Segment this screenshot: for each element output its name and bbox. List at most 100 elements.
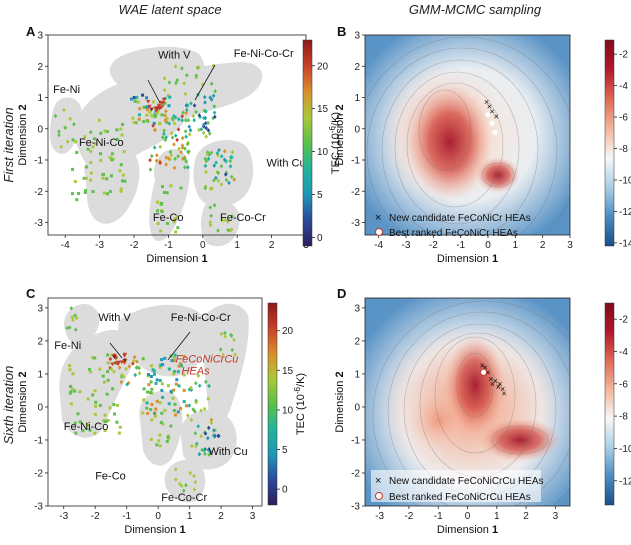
- data-point: [158, 444, 162, 448]
- legend-best-label: Best ranked FeCoNiCr HEAs: [389, 228, 518, 239]
- colorbar-tick-label: -4: [619, 81, 628, 92]
- data-point: [156, 222, 160, 226]
- data-point: [182, 156, 187, 162]
- data-point: [208, 186, 213, 191]
- legend-candidate-label: New candidate FeCoNiCr HEAs: [389, 213, 531, 224]
- data-point: [204, 169, 208, 175]
- data-point: [120, 179, 124, 183]
- candidate-marker: ×: [496, 382, 501, 392]
- data-point: [137, 365, 141, 371]
- data-point: [132, 96, 136, 100]
- data-point: [186, 165, 190, 170]
- y-tick-label: 2: [37, 62, 43, 73]
- data-point: [82, 176, 86, 180]
- data-point: [193, 431, 198, 436]
- data-point: [151, 123, 155, 128]
- data-point: [180, 145, 185, 150]
- data-point: [182, 354, 186, 358]
- data-point: [169, 424, 173, 428]
- y-tick-label: 3: [354, 303, 360, 314]
- data-point: [173, 217, 177, 221]
- colorbar-tick-label: 0: [317, 233, 323, 244]
- data-point: [156, 200, 160, 204]
- data-point: [156, 209, 160, 213]
- data-point: [65, 325, 69, 331]
- data-point: [209, 420, 214, 426]
- data-point: [67, 325, 72, 330]
- leader-line: [147, 79, 161, 104]
- data-point: [145, 401, 149, 405]
- data-point: [193, 479, 198, 485]
- candidate-marker: ×: [485, 367, 490, 377]
- y-tick-label: 3: [354, 31, 360, 42]
- data-point: [160, 382, 164, 386]
- data-point: [155, 378, 159, 382]
- data-point: [217, 147, 221, 153]
- candidate-marker: ×: [500, 384, 505, 394]
- data-point: [86, 147, 90, 151]
- data-point: [192, 103, 197, 108]
- data-point: [88, 428, 92, 432]
- data-point: [105, 177, 109, 181]
- data-point: [179, 362, 183, 366]
- data-point: [154, 407, 158, 411]
- data-point: [115, 420, 119, 424]
- data-point: [115, 137, 119, 141]
- data-point: [219, 331, 224, 337]
- data-point: [189, 101, 193, 106]
- colorbar-tick-label: 0: [282, 485, 288, 496]
- candidate-marker: ×: [488, 374, 493, 384]
- data-point: [201, 130, 206, 136]
- data-point: [148, 391, 152, 395]
- data-point: [176, 154, 180, 159]
- data-point: [142, 387, 146, 391]
- colorbar-tick-label: -8: [619, 412, 628, 423]
- colorbar-tick-label: 15: [317, 104, 329, 115]
- data-point: [73, 327, 78, 332]
- data-point: [120, 375, 124, 379]
- data-point: [150, 387, 154, 391]
- colorbar-likelihood-d: -12-10-8-6-4-2Log likelihood: [604, 302, 631, 506]
- data-point: [134, 365, 139, 370]
- data-point: [98, 403, 102, 407]
- x-tick-label: 1: [513, 240, 519, 251]
- data-point: [150, 402, 154, 406]
- data-point: [232, 337, 236, 343]
- data-point: [78, 390, 82, 394]
- data-point: [222, 149, 227, 154]
- data-point: [119, 163, 123, 167]
- data-point: [179, 483, 184, 489]
- data-point: [116, 360, 121, 365]
- colorbar-tick-label: -4: [619, 347, 628, 358]
- data-point: [83, 135, 87, 139]
- data-point: [188, 128, 193, 133]
- data-point: [199, 408, 203, 413]
- data-point: [129, 97, 133, 101]
- data-point: [167, 402, 171, 406]
- data-point: [57, 129, 61, 134]
- data-point: [209, 417, 214, 423]
- data-point: [135, 95, 139, 99]
- data-point: [88, 368, 92, 372]
- data-point: [171, 117, 175, 122]
- data-point: [142, 119, 146, 123]
- data-point: [163, 118, 167, 122]
- data-point: [158, 121, 162, 126]
- data-point: [68, 391, 72, 395]
- data-point: [165, 191, 169, 195]
- data-point: [105, 392, 109, 396]
- data-point: [161, 103, 165, 107]
- data-point: [176, 410, 180, 414]
- data-point: [152, 127, 157, 133]
- data-point: [103, 380, 107, 384]
- data-point: [228, 164, 233, 169]
- data-point: [199, 127, 204, 132]
- data-point: [185, 103, 190, 108]
- x-tick-label: -2: [91, 511, 100, 522]
- colorbar-tick-label: -6: [619, 113, 628, 124]
- data-point: [206, 435, 210, 441]
- data-point: [194, 441, 199, 447]
- data-point: [147, 372, 151, 376]
- region-label: Fe-Ni-Co-Cr: [234, 48, 294, 60]
- data-point: [109, 174, 113, 178]
